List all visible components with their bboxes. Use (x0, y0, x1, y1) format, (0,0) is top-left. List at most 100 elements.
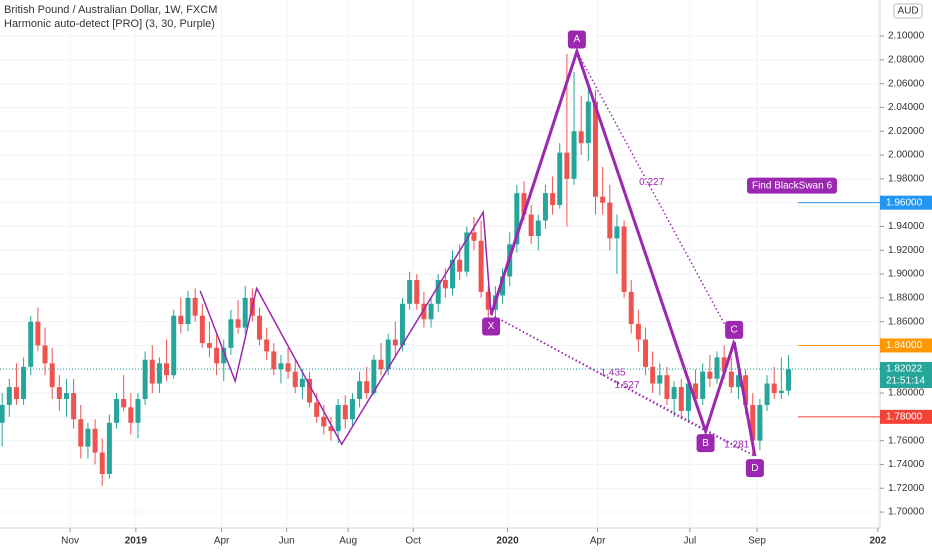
annotation-text: Find BlackSwan 6 (752, 180, 832, 191)
candle-body (28, 321, 34, 367)
candle-body (256, 315, 262, 340)
candle-body (221, 347, 227, 364)
x-tick-label: Oct (405, 536, 421, 547)
currency-label[interactable]: AUD (897, 6, 918, 17)
candle-body (385, 339, 391, 370)
candle-body (557, 152, 563, 206)
candle-body (6, 387, 12, 405)
candle-body (128, 407, 134, 423)
candle-body (56, 387, 62, 400)
candle-body (764, 383, 770, 405)
candle-body (35, 321, 41, 346)
candle-body (135, 399, 141, 423)
x-tick-label: 202 (870, 536, 887, 547)
candle-body (421, 303, 427, 320)
candle-body (149, 359, 155, 384)
last-price-tag (880, 361, 932, 388)
candle-body (414, 280, 420, 304)
candle-body (693, 383, 699, 400)
candle-body (550, 193, 556, 206)
pattern-ratio-label: 1.527 (614, 380, 639, 391)
pattern-point-marker (696, 434, 715, 453)
candle-body (271, 351, 277, 370)
pattern-point-marker (745, 459, 764, 478)
candle-body (214, 347, 220, 364)
x-tick-label: 2019 (125, 536, 148, 547)
pattern-ratio-label: 1.281 (724, 440, 749, 451)
candle-body (349, 399, 355, 420)
y-tick-label: 2.06000 (888, 78, 925, 89)
candle-body (750, 404, 756, 441)
candle-body (42, 345, 48, 364)
candle-body (450, 259, 456, 289)
candle-body (106, 422, 112, 474)
pattern-point-label: C (731, 325, 738, 336)
candle-body (85, 428, 91, 447)
candle-body (178, 315, 184, 325)
candle-body (78, 419, 84, 447)
candle-body (99, 452, 105, 474)
y-tick-label: 2.04000 (888, 102, 925, 113)
candle-body (535, 220, 541, 236)
pattern-point-label: D (751, 463, 758, 474)
candle-body (635, 324, 641, 340)
x-tick-label: 2020 (496, 536, 519, 547)
chart-title: British Pound / Australian Dollar, 1W, F… (4, 4, 217, 16)
candle-body (114, 399, 120, 423)
pattern-ratio-label: 1.435 (601, 367, 626, 378)
candle-body (407, 280, 413, 304)
plot: 0.227 1.435 1.527 1.281 X A B C D Find BlackSwan … (0, 0, 880, 528)
candle-body (428, 303, 434, 320)
candle-body (192, 297, 198, 316)
candle-body (678, 387, 684, 411)
candle-body (392, 339, 398, 346)
candle-body (285, 363, 291, 372)
candle-body (49, 363, 55, 388)
price-level-label: 1.78000 (886, 411, 923, 422)
candle-body (671, 387, 677, 400)
candle-body (585, 101, 591, 144)
candle-body (721, 357, 727, 372)
y-tick-label: 2.00000 (888, 150, 925, 161)
candle-body (299, 378, 305, 388)
bar-timer: 21:51:14 (886, 376, 925, 387)
candle-body (264, 339, 270, 352)
indicator-label: Harmonic auto-detect [PRO] (3, 30, Purpl… (4, 18, 215, 30)
y-tick-label: 1.90000 (888, 269, 925, 280)
price-level-label: 1.96000 (886, 197, 923, 208)
currency-box[interactable] (893, 3, 923, 19)
candle-body (542, 193, 548, 221)
candle-body (614, 226, 620, 239)
candle-body (578, 131, 584, 144)
candle-body (628, 291, 634, 325)
candle-body (457, 259, 463, 272)
candle-body (643, 339, 649, 367)
annotation-box (747, 177, 837, 194)
y-tick-label: 1.74000 (888, 459, 925, 470)
pattern-point-label: X (488, 321, 495, 332)
y-tick-label: 2.10000 (888, 31, 925, 42)
candle-body (92, 428, 98, 453)
candle-body (399, 303, 405, 346)
x-tick-label: Sep (748, 536, 766, 547)
candle-body (442, 280, 448, 289)
candle-body (364, 381, 370, 394)
candle-body (164, 363, 170, 376)
candle-body (564, 152, 570, 179)
candle-body (771, 383, 777, 394)
price-level-label: 1.84000 (886, 340, 923, 351)
pattern-ratio-line (490, 313, 756, 457)
candle-body (735, 375, 741, 388)
y-tick-label: 1.94000 (888, 221, 925, 232)
candle-body (314, 402, 320, 417)
candle-body (185, 297, 191, 325)
candle-body (607, 202, 613, 239)
candle-body (778, 390, 784, 394)
candle-body (321, 416, 327, 427)
candle-body (571, 131, 577, 179)
zigzag-line (199, 209, 492, 446)
x-tick-label: Apr (214, 536, 230, 547)
price-level-tag (880, 409, 932, 424)
